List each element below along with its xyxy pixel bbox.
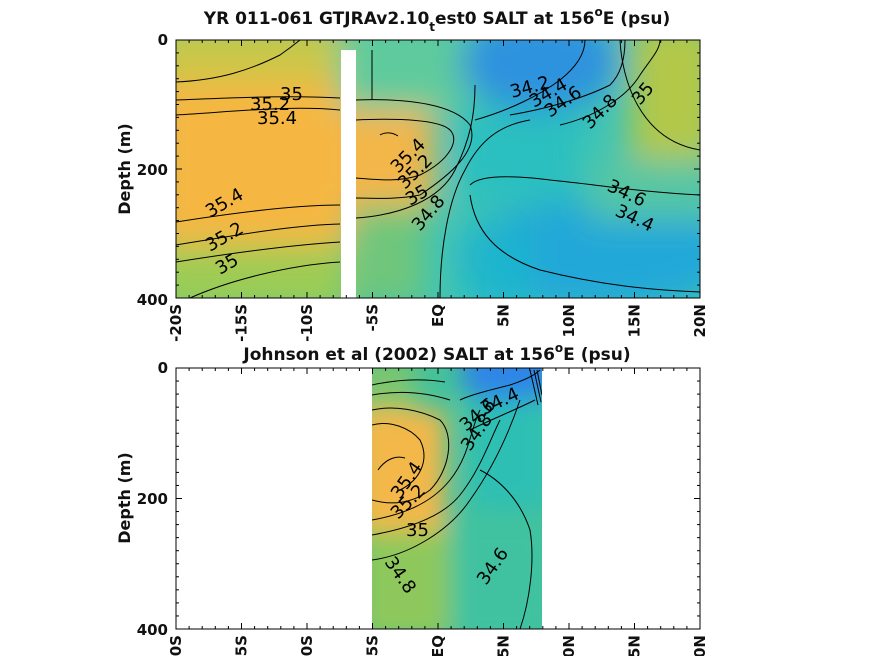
contour-label: 35.4 — [257, 108, 297, 129]
panel1-ylabel: Depth (m) — [115, 123, 134, 215]
contour-label: 35 — [406, 520, 429, 541]
panel1-xtick-labels: -20S -15S -10S -5S EQ 5N 10N 15N 20N — [167, 304, 709, 342]
panel2-ytick: 200 — [137, 490, 168, 508]
panel2-title: Johnson et al (2002) SALT at 156oE (psu) — [242, 341, 630, 365]
x-tick-label: 0N — [691, 635, 709, 656]
x-tick-label: 10N — [560, 304, 578, 337]
panel1-ytick: 400 — [137, 291, 168, 309]
panel2-ticks — [175, 367, 701, 630]
panel2-xtick-labels: 0S 5S 0S 5S EQ 5N 0N 5N 0N — [167, 635, 709, 656]
panel1-title: YR 011-061 GTJRAv2.10test0 SALT at 156oE… — [203, 5, 670, 34]
contour-label: 35 — [280, 84, 303, 105]
panel2-field: 34.4 34.6 34.8 35.4 35.2 35 34.8 34.6 — [372, 368, 542, 629]
x-tick-label: 5S — [233, 635, 251, 656]
x-tick-label: EQ — [429, 635, 447, 656]
panel2-ytick: 400 — [137, 621, 168, 639]
x-tick-label: -5S — [364, 304, 382, 331]
x-tick-label: 5N — [495, 304, 513, 327]
x-tick-label: 0N — [560, 635, 578, 656]
x-tick-label: 0S — [167, 635, 185, 656]
x-tick-label: 5N — [495, 635, 513, 656]
panel1-field: 35 35.2 35.4 34.2 34.4 34.6 34.8 35 35.4… — [176, 40, 700, 298]
missing-data-band — [341, 50, 356, 298]
panel2-contours — [372, 369, 542, 629]
x-tick-label: 5S — [364, 635, 382, 656]
x-tick-label: -10S — [298, 304, 316, 342]
panel1-ytick: 0 — [158, 31, 168, 49]
panel2-ylabel: Depth (m) — [115, 452, 134, 544]
x-tick-label: 5N — [626, 635, 644, 656]
x-tick-label: 0S — [298, 635, 316, 656]
x-tick-label: -20S — [167, 304, 185, 342]
panel2-ytick: 0 — [158, 359, 168, 377]
panel1-ticks — [175, 39, 701, 299]
contour-label: 35.2 — [250, 94, 290, 115]
x-tick-label: 15N — [626, 304, 644, 337]
x-tick-label: EQ — [429, 304, 447, 327]
panel1-contours — [176, 40, 700, 298]
x-tick-label: -15S — [233, 304, 251, 342]
panel1-ytick: 200 — [137, 161, 168, 179]
x-tick-label: 20N — [691, 304, 709, 337]
